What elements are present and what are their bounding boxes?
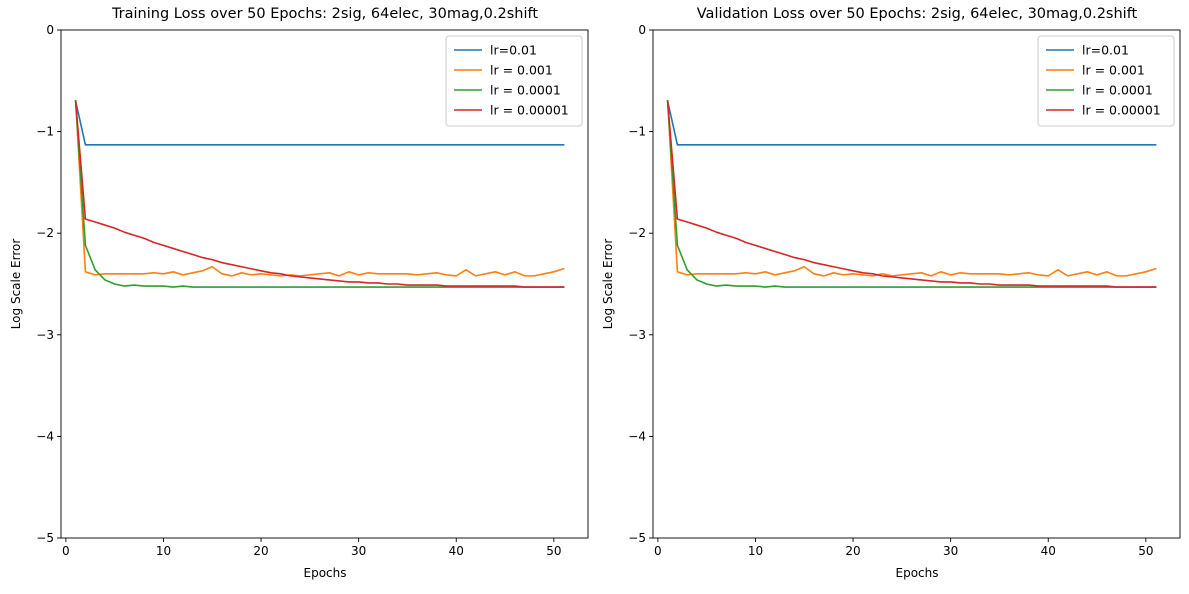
y-tick-label: −5 [36,531,54,545]
y-tick-label: 0 [638,23,646,37]
series-line-1 [666,100,1157,277]
chart-validation-loss: Validation Loss over 50 Epochs: 2sig, 64… [601,6,1138,580]
y-tick-label: −5 [628,531,646,545]
legend: lr=0.01 lr = 0.001 lr = 0.0001 lr = 0.00001 [445,35,583,127]
legend-box [445,35,583,127]
legend-label: lr=0.01 [490,43,537,58]
series-line-0 [666,100,1157,146]
x-axis-label: Epochs [304,566,347,580]
x-tick-label: 50 [1138,544,1153,558]
x-tick-label: 10 [156,544,171,558]
legend-label: lr = 0.00001 [1082,103,1161,118]
y-tick-label: −3 [628,328,646,342]
y-tick-label: 0 [46,23,54,37]
series-line-2 [74,100,565,288]
legend-box [1037,35,1175,127]
y-tick-label: −2 [36,226,54,240]
legend-label: lr = 0.0001 [1082,83,1153,98]
x-tick-label: 20 [845,544,860,558]
x-tick-label: 30 [351,544,366,558]
y-tick-label: −3 [36,328,54,342]
y-tick-label: −2 [628,226,646,240]
x-tick-label: 30 [943,544,958,558]
x-tick-label: 0 [654,544,662,558]
legend-label: lr = 0.001 [1082,63,1145,78]
y-axis-label: Log Scale Error [9,239,23,330]
series-line-0 [74,100,565,146]
x-tick-label: 40 [1041,544,1056,558]
chart-title: Validation Loss over 50 Epochs: 2sig, 64… [697,6,1138,22]
legend-label: lr = 0.0001 [490,83,561,98]
chart-training-loss: Training Loss over 50 Epochs: 2sig, 64el… [9,6,538,580]
y-tick-label: −1 [628,125,646,139]
x-tick-label: 20 [253,544,268,558]
x-axis-label: Epochs [896,566,939,580]
axes-frame [60,29,589,539]
y-tick-label: −4 [36,429,54,443]
series-line-1 [74,100,565,277]
series-line-2 [666,100,1157,288]
x-tick-label: 0 [62,544,70,558]
x-tick-label: 50 [546,544,561,558]
axes-frame [652,29,1181,539]
x-tick-label: 40 [449,544,464,558]
series-line-3 [74,100,565,288]
series-line-3 [666,100,1157,288]
legend-label: lr=0.01 [1082,43,1129,58]
y-axis-label: Log Scale Error [601,239,615,330]
legend-label: lr = 0.001 [490,63,553,78]
legend-label: lr = 0.00001 [490,103,569,118]
chart-title: Training Loss over 50 Epochs: 2sig, 64el… [111,6,538,22]
legend: lr=0.01 lr = 0.001 lr = 0.0001 lr = 0.00001 [1037,35,1175,127]
y-tick-label: −4 [628,429,646,443]
x-tick-label: 10 [748,544,763,558]
y-tick-label: −1 [36,125,54,139]
